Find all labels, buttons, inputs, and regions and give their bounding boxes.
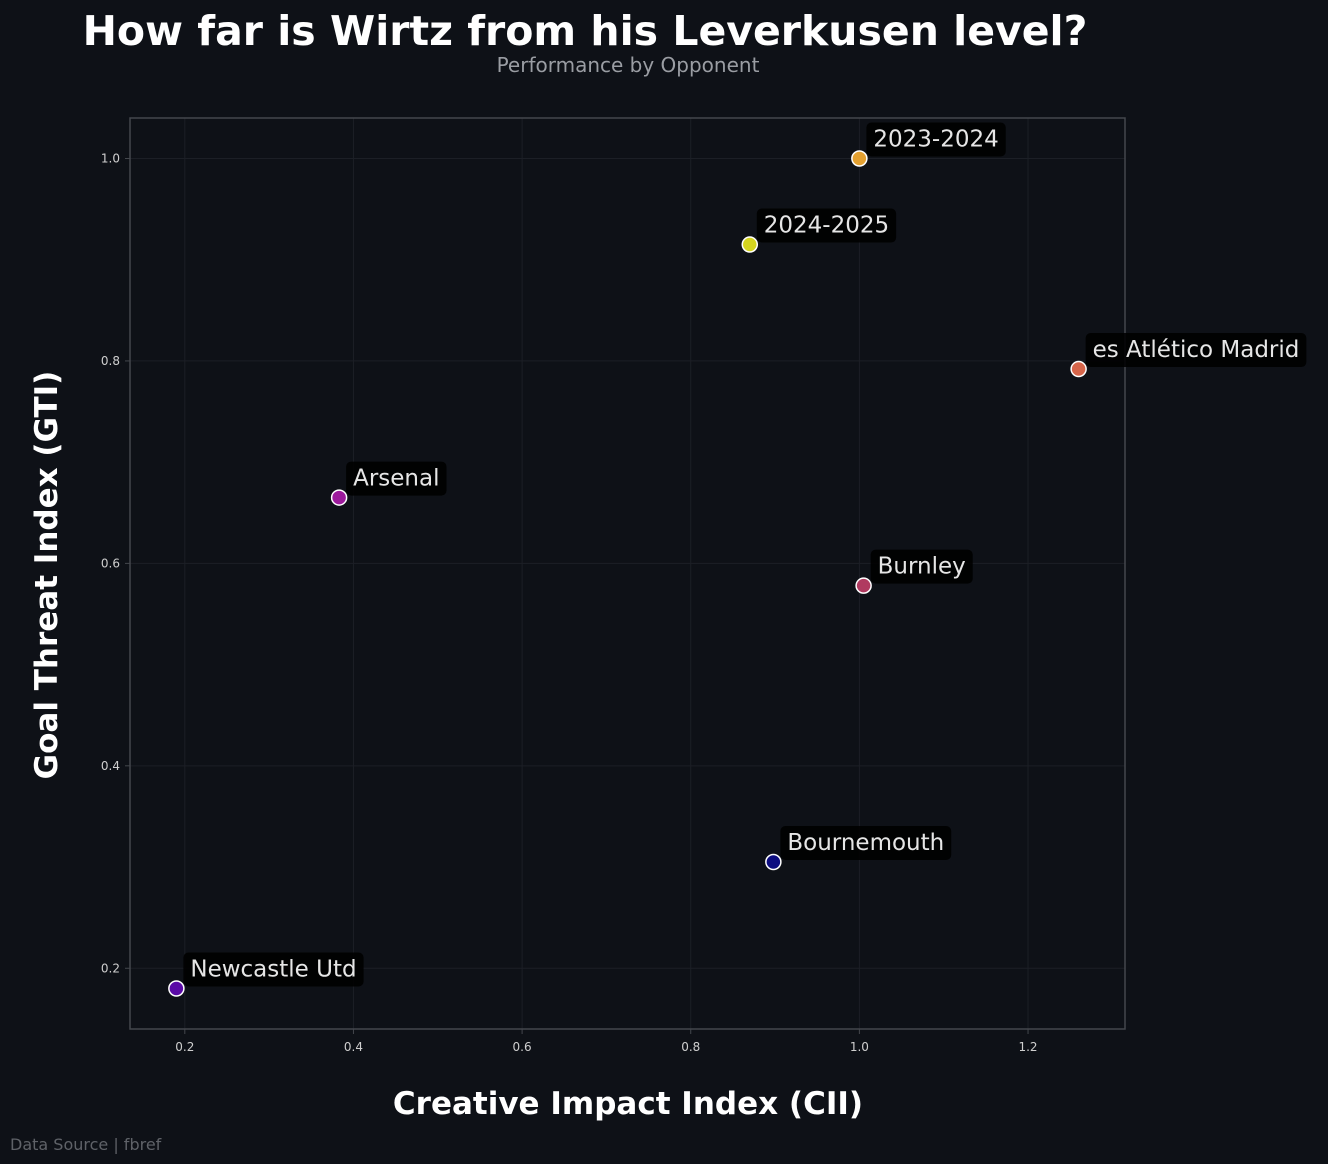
point-label-text: Newcastle Utd [190,957,356,983]
scatter-point [330,489,348,506]
scatter-point [851,150,868,167]
y-tick-label: 0.2 [101,961,120,975]
x-tick-label: 1.0 [850,1040,869,1054]
point-label-text: 2024-2025 [764,213,889,239]
x-tick-label: 0.4 [344,1040,363,1054]
point-label-box [780,825,952,860]
x-tick-label: 1.2 [1018,1040,1037,1054]
point-label-box [756,208,897,243]
y-axis-ticks: 0.2 0.4 0.6 0.8 1.0 [101,151,130,975]
point-label: es Atlético Madrid [1085,333,1307,368]
y-tick-label: 0.6 [101,556,120,570]
point-label-box [346,461,447,496]
x-axis-label: Creative Impact Index (CII) [393,1086,863,1122]
point-label-text: Bournemouth [787,830,944,856]
scatter-point [765,853,782,871]
point-label-box [183,952,364,987]
point-label-text: Burnley [878,554,966,580]
chart-title: How far is Wirtz from his Leverkusen lev… [83,7,1088,55]
point-label-box [866,122,1006,157]
point-label-text: es Atlético Madrid [1093,337,1300,363]
data-points: 2023-2024 2024-2025 es Atlético Madrid Arse… [168,122,1307,997]
point-label-box [870,549,973,584]
point-label: Burnley [870,549,973,584]
scatter-point [855,577,872,594]
y-axis-label: Goal Threat Index (GTI) [29,371,65,780]
point-label-text: Arsenal [353,466,439,492]
scatter-point [168,980,185,997]
y-tick-label: 1.0 [101,151,120,165]
x-axis-ticks: 0.2 0.4 0.6 0.8 1.0 1.2 [175,1029,1038,1054]
y-tick-label: 0.4 [101,759,120,773]
point-label: 2023-2024 [866,122,1006,157]
plot-frame [129,117,1126,1030]
x-tick-label: 0.6 [513,1040,532,1054]
x-tick-label: 0.8 [681,1040,700,1054]
point-label-text: 2023-2024 [873,126,998,152]
grid-lines [130,118,1125,1029]
point-label: Bournemouth [780,825,952,860]
scatter-point [1070,360,1087,378]
data-source-footer: Data Source | fbref [10,1135,162,1154]
point-label: Newcastle Utd [183,952,364,987]
chart-subtitle: Performance by Opponent [497,53,760,77]
y-tick-label: 0.8 [101,354,120,368]
point-label: 2024-2025 [756,208,897,243]
scatter-point [741,236,759,253]
x-tick-label: 0.2 [175,1040,194,1054]
point-label-box [1085,333,1307,368]
point-label: Arsenal [346,461,447,496]
